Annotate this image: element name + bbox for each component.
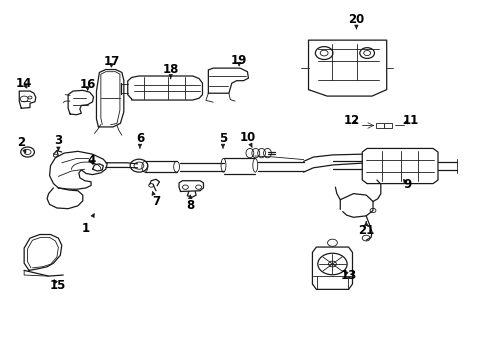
Text: 5: 5 <box>219 132 227 148</box>
Text: 4: 4 <box>87 154 95 167</box>
Text: 12: 12 <box>343 114 360 127</box>
Text: 9: 9 <box>403 178 411 191</box>
Bar <box>376 123 384 129</box>
Text: 10: 10 <box>239 131 256 147</box>
Text: 14: 14 <box>16 77 32 90</box>
Text: 15: 15 <box>50 279 67 292</box>
Text: 18: 18 <box>163 63 179 79</box>
Text: 19: 19 <box>231 54 247 67</box>
Bar <box>384 123 392 129</box>
Text: 13: 13 <box>341 269 357 282</box>
Text: 6: 6 <box>136 132 144 148</box>
Text: 16: 16 <box>79 78 96 91</box>
Text: 2: 2 <box>17 136 26 153</box>
Text: 1: 1 <box>82 214 94 235</box>
Text: 21: 21 <box>358 222 374 238</box>
Text: 11: 11 <box>403 114 419 127</box>
Text: 17: 17 <box>104 55 120 68</box>
Text: 3: 3 <box>54 134 62 150</box>
Text: 8: 8 <box>186 195 195 212</box>
Text: 7: 7 <box>152 192 160 208</box>
Text: 20: 20 <box>348 13 365 29</box>
